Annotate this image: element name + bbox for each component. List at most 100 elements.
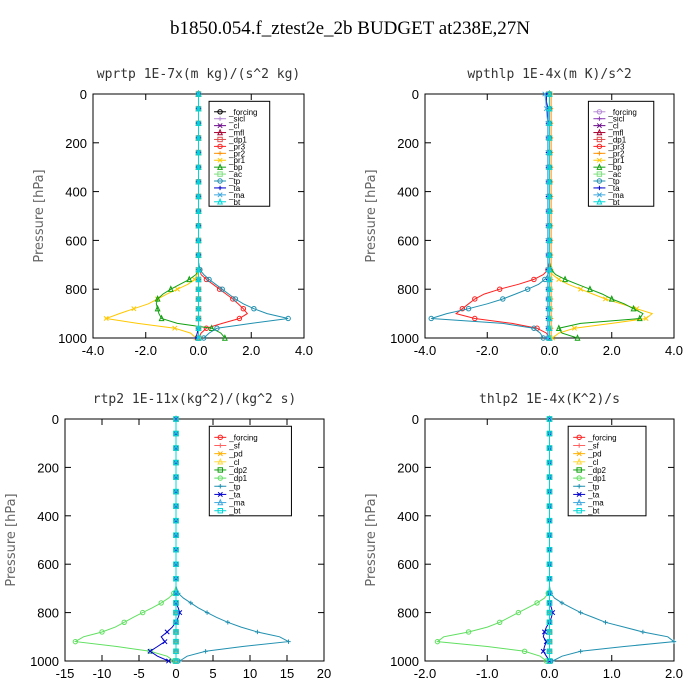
legend-marker — [596, 157, 602, 163]
y-axis-label: Pressure [hPa] — [364, 169, 379, 262]
x-tick-label: 2.0 — [242, 343, 260, 358]
data-point — [546, 658, 553, 664]
data-point — [173, 561, 179, 567]
data-point — [542, 91, 548, 97]
data-point — [546, 177, 553, 185]
y-tick-label: 600 — [397, 233, 419, 248]
legend-marker — [217, 498, 224, 506]
series-ta — [540, 416, 556, 664]
y-tick-label: 0 — [412, 87, 419, 102]
data-point — [574, 334, 581, 341]
y-axis-label: Pressure [hPa] — [364, 493, 379, 586]
legend-label: _bp — [228, 163, 243, 172]
data-point — [195, 221, 202, 229]
data-point — [172, 325, 178, 331]
data-point — [546, 148, 553, 156]
data-point — [162, 639, 168, 645]
data-point — [236, 315, 243, 322]
data-point — [531, 325, 537, 331]
panel-title: wprtp 1E-7x(m kg)/(s^2 kg) — [97, 67, 301, 82]
data-point — [147, 648, 153, 655]
data-point — [630, 304, 637, 312]
data-point — [643, 315, 649, 322]
series-pr1 — [103, 91, 202, 341]
legend-label: _bt — [587, 507, 600, 516]
x-tick-label: 2.0 — [665, 666, 683, 681]
data-point — [546, 590, 553, 596]
legend-marker — [596, 123, 602, 129]
data-point — [173, 546, 179, 553]
data-point — [173, 619, 179, 625]
y-tick-label: 0 — [52, 412, 59, 427]
series-ta — [193, 91, 201, 341]
x-tick-label: 2.0 — [603, 343, 621, 358]
legend-marker — [217, 192, 223, 198]
data-point — [158, 600, 164, 606]
data-point — [603, 620, 608, 625]
data-point — [428, 315, 434, 322]
y-tick-label: 600 — [37, 557, 59, 572]
data-point — [540, 335, 546, 341]
legend-marker — [217, 491, 223, 497]
legend-marker — [576, 457, 583, 465]
data-point — [546, 324, 553, 331]
data-point — [602, 296, 609, 302]
legend-label: _cl — [587, 458, 598, 467]
series-line — [431, 94, 550, 339]
legend-label: _forcing — [607, 108, 636, 117]
legend-marker — [217, 467, 224, 473]
legend-marker — [597, 151, 602, 156]
series-bt — [195, 90, 202, 341]
legend-marker — [217, 171, 223, 177]
legend-marker — [576, 498, 583, 506]
data-point — [531, 276, 537, 283]
panel-title: thlp2 1E-4x(K^2)/s — [479, 392, 620, 407]
data-point — [546, 619, 553, 625]
data-point — [546, 251, 553, 258]
data-point — [546, 517, 553, 524]
x-tick-label: 0.0 — [540, 666, 558, 681]
data-point — [546, 295, 553, 302]
legend-marker — [597, 116, 602, 121]
data-point — [195, 192, 202, 200]
data-point — [546, 503, 553, 509]
legend-marker — [217, 143, 223, 150]
legend-marker — [217, 508, 224, 514]
data-point — [186, 275, 193, 283]
legend-label: _bt — [228, 507, 241, 516]
data-point — [562, 275, 569, 283]
y-tick-label: 200 — [37, 460, 59, 475]
legend-marker — [217, 136, 223, 143]
data-point — [195, 314, 202, 322]
data-point — [541, 629, 548, 635]
y-tick-label: 0 — [412, 412, 419, 427]
x-tick-label: -1.0 — [476, 666, 498, 681]
data-point — [546, 561, 553, 567]
x-tick-label: 1.0 — [603, 666, 621, 681]
legend-label: _cl — [228, 458, 239, 467]
data-point — [173, 629, 179, 635]
data-point — [546, 119, 553, 126]
data-point — [195, 265, 202, 273]
data-point — [166, 658, 172, 664]
data-point — [571, 325, 577, 331]
legend-marker — [217, 151, 223, 156]
legend-marker — [218, 443, 223, 448]
data-point — [546, 532, 553, 538]
data-point — [195, 163, 202, 170]
plot-frame — [64, 418, 325, 662]
legend-label: _dp1 — [607, 135, 626, 144]
panel-2: wpthlp 1E-4x(m K)/s^2 Pressure [hPa] 0 200 4… — [364, 67, 683, 358]
legend-label: _forcing — [587, 433, 616, 442]
data-point — [232, 296, 239, 302]
data-point — [173, 445, 179, 451]
x-tick-label: 0 — [172, 666, 179, 681]
legend-label: _forcing — [228, 433, 257, 442]
y-tick-label: 400 — [397, 509, 419, 524]
legend-label: _ma — [607, 191, 624, 200]
data-point — [546, 629, 553, 635]
data-point — [147, 648, 153, 654]
legend-marker — [597, 185, 602, 191]
x-tick-label: -2.0 — [135, 343, 157, 358]
legend-label: _pr3 — [228, 142, 246, 151]
